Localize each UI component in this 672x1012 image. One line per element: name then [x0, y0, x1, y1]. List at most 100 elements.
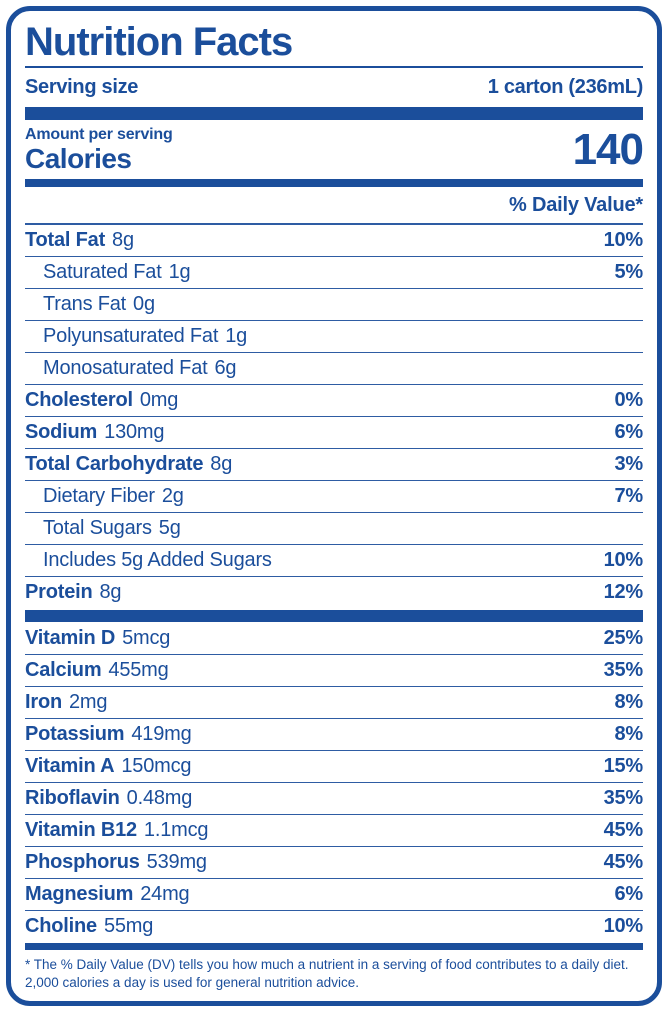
nutrient-name: Cholesterol [25, 389, 133, 411]
vitamin-row: Riboflavin 0.48mg 35% [25, 782, 643, 814]
nutrient-name: Protein [25, 581, 93, 603]
nutrient-amount: 1.1mcg [143, 819, 209, 841]
nutrient-name: Includes 5g Added Sugars [43, 549, 272, 571]
nutrient-name: Riboflavin [25, 787, 120, 809]
vitamin-row: Choline 55mg 10% [25, 910, 643, 942]
nutrient-amount: 5mcg [122, 627, 171, 649]
vitamin-table: Vitamin D 5mcg 25% Calcium 455mg 35% Iron 2mg 8%… [25, 623, 643, 942]
nutrient-name: Total Carbohydrate [25, 453, 204, 475]
nutrient-amount: 0mg [139, 389, 179, 411]
nutrient-daily-value: 3% [614, 453, 643, 475]
nutrient-amount: 455mg [108, 659, 169, 681]
daily-value-heading: % Daily Value* [25, 187, 643, 225]
serving-size-row: Serving size 1 carton (236mL) [25, 68, 643, 107]
nutrient-name: Total Fat [25, 229, 106, 251]
vitamin-row: Phosphorus 539mg 45% [25, 846, 643, 878]
nutrient-row: Trans Fat 0g [25, 288, 643, 320]
nutrient-name: Total Sugars [43, 517, 152, 539]
nutrient-amount: 8g [112, 229, 134, 251]
nutrient-name: Vitamin D [25, 627, 116, 649]
nutrient-name: Polyunsaturated Fat [43, 325, 219, 347]
nutrient-amount: 1g [225, 325, 248, 347]
nutrient-amount: 5g [158, 517, 181, 539]
nutrient-name: Potassium [25, 723, 125, 745]
nutrient-name: Dietary Fiber [43, 485, 155, 507]
nutrient-daily-value: 10% [603, 229, 644, 251]
vitamin-row: Iron 2mg 8% [25, 686, 643, 718]
medium-divider-calories [25, 179, 643, 187]
vitamin-row: Vitamin B12 1.1mcg 45% [25, 814, 643, 846]
nutrient-daily-value: 6% [614, 421, 643, 443]
nutrient-daily-value: 45% [603, 819, 644, 841]
nutrient-amount: 0g [133, 293, 155, 315]
nutrient-amount: 539mg [146, 851, 207, 873]
nutrient-daily-value: 15% [603, 755, 644, 777]
serving-size-value: 1 carton (236mL) [487, 76, 644, 98]
nutrient-table: Total Fat 8g 10% Saturated Fat 1g 5% Trans Fat… [25, 225, 643, 608]
nutrient-row: Monosaturated Fat 6g [25, 352, 643, 384]
nutrient-daily-value: 0% [614, 389, 643, 411]
nutrient-name: Magnesium [25, 883, 134, 905]
vitamin-row: Calcium 455mg 35% [25, 654, 643, 686]
nutrient-daily-value: 8% [614, 723, 643, 745]
calories-label: Calories [25, 143, 132, 174]
nutrient-row: Saturated Fat 1g 5% [25, 256, 643, 288]
nutrient-amount: 24mg [140, 883, 190, 905]
nutrient-name: Calcium [25, 659, 102, 681]
thick-divider-top [25, 107, 643, 120]
vitamin-row: Potassium 419mg 8% [25, 718, 643, 750]
nutrient-row: Cholesterol 0mg 0% [25, 384, 643, 416]
nutrient-row: Protein 8g 12% [25, 576, 643, 608]
serving-size-label: Serving size [25, 76, 139, 98]
vitamin-row: Vitamin D 5mcg 25% [25, 623, 643, 654]
nutrient-amount: 1g [168, 261, 191, 283]
nutrient-amount: 55mg [103, 915, 154, 937]
calories-value: 140 [572, 125, 644, 174]
calories-labels: Amount per serving Calories [25, 126, 173, 174]
nutrient-row: Sodium 130mg 6% [25, 416, 643, 448]
nutrient-amount: 150mcg [121, 755, 192, 777]
nutrient-amount: 6g [214, 357, 237, 379]
nutrient-amount: 419mg [131, 723, 192, 745]
nutrient-name: Iron [25, 691, 62, 713]
thick-divider-bottom [25, 943, 643, 950]
nutrient-daily-value: 7% [614, 485, 643, 507]
nutrient-amount: 130mg [104, 421, 165, 443]
nutrient-name: Sodium [25, 421, 98, 443]
nutrient-row: Total Fat 8g 10% [25, 225, 643, 256]
page-title: Nutrition Facts [25, 20, 293, 64]
vitamin-row: Magnesium 24mg 6% [25, 878, 643, 910]
nutrient-amount: 0.48mg [126, 787, 193, 809]
nutrient-name: Phosphorus [25, 851, 140, 873]
nutrient-name: Vitamin A [25, 755, 115, 777]
vitamin-row: Vitamin A 150mcg 15% [25, 750, 643, 782]
nutrient-daily-value: 6% [614, 883, 643, 905]
nutrient-daily-value: 10% [603, 915, 644, 937]
nutrient-name: Vitamin B12 [25, 819, 137, 841]
nutrient-name: Saturated Fat [43, 261, 162, 283]
nutrient-daily-value: 10% [603, 549, 644, 571]
daily-value-footnote: * The % Daily Value (DV) tells you how m… [25, 957, 629, 990]
nutrient-daily-value: 12% [603, 581, 644, 603]
nutrient-daily-value: 45% [603, 851, 644, 873]
nutrient-daily-value: 8% [614, 691, 643, 713]
nutrient-name: Monosaturated Fat [43, 357, 208, 379]
nutrient-amount: 8g [210, 453, 233, 475]
nutrient-row: Total Sugars 5g [25, 512, 643, 544]
nutrient-daily-value: 5% [614, 261, 643, 283]
nutrient-daily-value: 35% [603, 659, 644, 681]
nutrient-daily-value: 25% [603, 627, 644, 649]
title-divider [25, 66, 643, 68]
nutrient-row: Total Carbohydrate 8g 3% [25, 448, 643, 480]
nutrient-row: Polyunsaturated Fat 1g [25, 320, 643, 352]
nutrient-row: Includes 5g Added Sugars 10% [25, 544, 643, 576]
nutrition-facts-label: Nutrition Facts Serving size 1 carton (2… [6, 6, 662, 1006]
nutrient-name: Choline [25, 915, 97, 937]
nutrient-row: Dietary Fiber 2g 7% [25, 480, 643, 512]
nutrient-name: Trans Fat [43, 293, 127, 315]
nutrient-daily-value: 35% [603, 787, 644, 809]
thick-divider-protein [25, 610, 643, 622]
nutrient-amount: 2mg [68, 691, 108, 713]
nutrient-amount: 2g [161, 485, 184, 507]
amount-per-serving-label: Amount per serving [25, 126, 173, 143]
